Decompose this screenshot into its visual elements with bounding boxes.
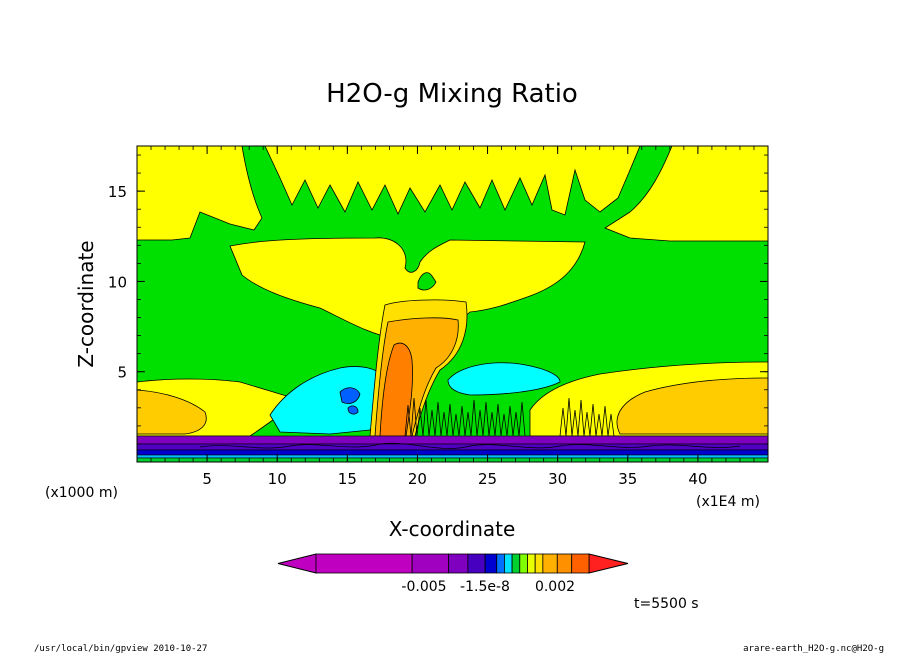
layer-blue (137, 449, 768, 456)
colorbar-segment (496, 553, 505, 574)
contour-green-hole (417, 272, 437, 291)
layer-cyan (137, 454, 768, 459)
footer-left: /usr/local/bin/gpview 2010-10-27 (34, 644, 207, 654)
colorbar-tick-label: -0.005 (401, 579, 446, 595)
x-tick-label: 10 (268, 470, 287, 488)
y-tick-label: 10 (108, 273, 127, 291)
colorbar-segment (534, 553, 544, 574)
plot-frame (136, 145, 769, 463)
contour-mid-yellow-anvil (229, 237, 586, 341)
x-tick-label: 35 (618, 470, 637, 488)
colorbar-segment (484, 553, 498, 574)
x-axis: 5 10 15 20 25 30 35 40 (150, 146, 755, 488)
contour-right-cyan (447, 362, 561, 396)
contour-lower-right-orange (616, 377, 768, 435)
x-tick-label: 25 (478, 470, 497, 488)
layer-surface-eddies (199, 442, 741, 449)
contour-updraft-core (379, 342, 413, 437)
colorbar-low-arrow (277, 553, 317, 574)
colorbar-high-arrow (588, 553, 629, 574)
colorbar-tick-label: -1.5e-8 (460, 579, 510, 595)
colorbar-segment (467, 553, 486, 574)
time-label: t=5500 s (634, 596, 699, 612)
colorbar-segment (542, 553, 558, 574)
footer-right: arare-earth_H2O-g.nc@H2O-g (743, 644, 884, 654)
colorbar-segment (527, 553, 536, 574)
x-tick-label: 20 (408, 470, 427, 488)
colorbar-segment (504, 553, 513, 574)
layer-green (137, 457, 768, 462)
x-tick-label: 5 (202, 470, 212, 488)
x-unit-label: (x1E4 m) (696, 494, 760, 510)
y-axis-label: Z-coordinate (74, 240, 98, 367)
y-tick-label: 5 (117, 364, 127, 382)
x-tick-label: 40 (688, 470, 707, 488)
y-unit-label: (x1000 m) (45, 485, 118, 501)
colorbar-segment (448, 553, 469, 574)
colorbar-segment (556, 553, 573, 574)
colorbar-labels: -0.005 -1.5e-8 0.002 (401, 579, 575, 595)
colorbar-tick-label: 0.002 (535, 579, 575, 595)
layer-purple-1 (137, 435, 768, 445)
colorbar-segment (571, 553, 590, 574)
contour-upper-right-yellow (604, 146, 768, 242)
x-tick-label: 15 (338, 470, 357, 488)
contour-left-blue (339, 387, 361, 415)
colorbar-segment (315, 553, 413, 574)
x-tick-label: 30 (548, 470, 567, 488)
y-axis: 5 10 15 (108, 154, 768, 445)
colorbar-segment (511, 553, 521, 574)
contour-top-yellow-fingers (264, 146, 641, 216)
colorbar-segment (411, 553, 450, 574)
colorbar (277, 553, 629, 574)
contour-upper-left-yellow (137, 146, 263, 241)
y-tick-label: 15 (108, 183, 127, 201)
x-axis-label: X-coordinate (389, 517, 516, 541)
contour-lower-left-orange (137, 389, 207, 435)
chart-title: H2O-g Mixing Ratio (326, 79, 578, 109)
plot-area (137, 146, 768, 462)
colorbar-segment (519, 553, 528, 574)
